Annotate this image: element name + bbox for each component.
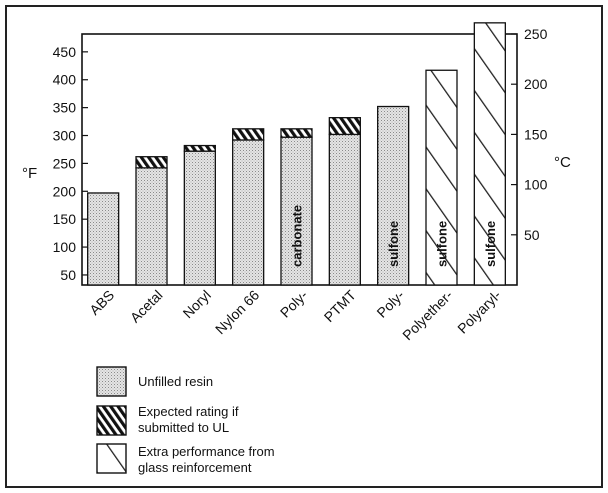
- bar-unfilled-resin: [280, 136, 313, 286]
- left-axis-tick-label: 350: [53, 100, 77, 116]
- left-axis-tick-label: 250: [53, 155, 77, 171]
- legend-swatch-unfilled: [96, 366, 127, 397]
- right-axis: 50 100 150 200 250: [511, 26, 548, 243]
- bar-unfilled-resin: [183, 150, 216, 286]
- right-axis-tick-label: 100: [524, 177, 548, 193]
- legend-label-line: Expected rating if: [138, 404, 239, 419]
- bar-ul-rating: [232, 128, 265, 141]
- left-axis-tick-label: 400: [53, 72, 77, 88]
- right-axis-tick-label: 200: [524, 76, 548, 92]
- bar-glass-reinforcement: [425, 69, 458, 286]
- legend-label-ul-rating: Expected rating if submitted to UL: [138, 404, 239, 435]
- bar-unfilled-resin: [377, 105, 410, 286]
- left-axis-tick-label: 100: [53, 239, 77, 255]
- bar-unfilled-resin: [328, 133, 361, 286]
- bar-unfilled-resin: [232, 139, 265, 286]
- left-axis-tick-label: 200: [53, 183, 77, 199]
- legend-label-line: submitted to UL: [138, 420, 229, 435]
- right-axis-tick-label: 150: [524, 126, 548, 142]
- bars: carbonate sulfone sulfone sulfone: [87, 22, 506, 286]
- legend-label-line: Extra performance from: [138, 444, 275, 459]
- right-axis-tick-label: 250: [524, 26, 548, 42]
- bar-inner-label: sulfone: [386, 221, 401, 267]
- left-axis-tick-label: 300: [53, 128, 77, 144]
- bar-ul-rating: [183, 144, 216, 152]
- legend-swatch-ul-rating: [96, 405, 127, 436]
- legend: Unfilled resin Expected rating if submitt…: [96, 366, 275, 475]
- bar-ul-rating: [135, 156, 168, 169]
- left-axis-tick-label: 150: [53, 211, 77, 227]
- legend-label-glass: Extra performance from glass reinforcemen…: [138, 444, 275, 475]
- legend-swatch-glass: [96, 443, 127, 474]
- bar-glass-reinforcement: [473, 22, 506, 286]
- bar-unfilled-resin: [135, 167, 168, 286]
- left-axis-tick-label: 50: [60, 267, 76, 283]
- bar-ul-rating: [328, 117, 361, 136]
- legend-label-line: glass reinforcement: [138, 460, 252, 475]
- bar-unfilled-resin: [87, 192, 120, 286]
- left-axis: 50 100 150 200 250 300 350 400 450: [53, 44, 88, 283]
- left-axis-label: °F: [22, 165, 37, 182]
- right-axis-tick-label: 50: [524, 227, 540, 243]
- right-axis-label: °C: [554, 154, 571, 171]
- bar-inner-label: carbonate: [290, 205, 305, 267]
- legend-label-unfilled: Unfilled resin: [138, 374, 213, 389]
- left-axis-tick-label: 450: [53, 44, 77, 60]
- bar-ul-rating: [280, 128, 313, 138]
- bar-inner-label: sulfone: [483, 221, 498, 267]
- bar-inner-label: sulfone: [435, 221, 450, 267]
